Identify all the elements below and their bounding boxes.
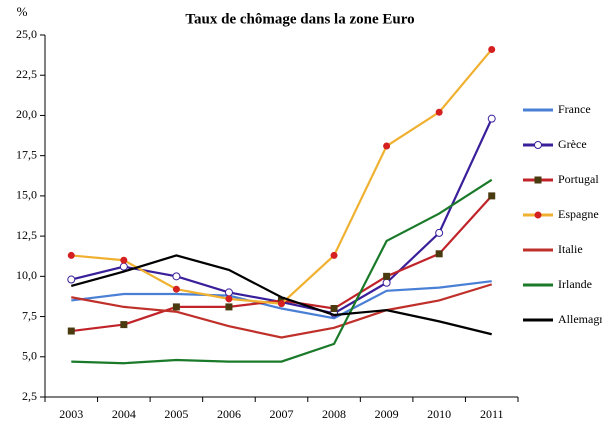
series-line [71, 195, 493, 333]
y-tick-label: 7,5 [22, 308, 37, 322]
data-point [488, 45, 496, 53]
data-point [487, 114, 496, 123]
series-line [71, 118, 493, 315]
y-tick-label: 25,0 [16, 27, 37, 41]
data-point [435, 228, 444, 237]
data-point [120, 256, 128, 264]
data-point [382, 278, 391, 287]
y-tick-label: 5,0 [22, 349, 37, 363]
data-point [330, 251, 338, 259]
x-tick-label: 2008 [322, 407, 346, 421]
x-tick-label: 2009 [375, 407, 399, 421]
x-tick-label: 2010 [427, 407, 451, 421]
legend-marker [534, 141, 542, 149]
data-point [225, 303, 233, 311]
data-point [67, 251, 75, 259]
data-point [330, 305, 338, 313]
data-point [172, 285, 180, 293]
data-point [224, 288, 233, 297]
y-tick-label: 10,0 [16, 268, 37, 282]
legend-marker [534, 176, 542, 184]
chart-title: Taux de chômage dans la zone Euro [185, 11, 414, 27]
legend-label: Italie [558, 242, 583, 256]
series-line [71, 280, 492, 320]
y-tick-label: 2,5 [22, 389, 37, 403]
data-point [435, 108, 443, 116]
x-tick-label: 2007 [270, 407, 294, 421]
legend-label: Grèce [558, 137, 587, 151]
data-point [67, 327, 75, 335]
data-point [278, 300, 285, 308]
y-tick-label: 17,5 [16, 147, 37, 161]
legend-marker [534, 211, 542, 219]
legend-label: Allemagne [558, 312, 602, 326]
data-point [383, 272, 391, 280]
series-line [70, 254, 492, 336]
y-tick-label: 15,0 [16, 188, 37, 202]
data-point [120, 321, 128, 329]
y-axis-label: % [17, 4, 28, 19]
x-tick-label: 2004 [112, 407, 136, 421]
legend-label: Irlande [558, 277, 592, 291]
y-tick-label: 12,5 [16, 228, 37, 242]
legend-label: Portugal [558, 172, 599, 186]
data-point [67, 275, 76, 284]
data-point [225, 295, 233, 303]
y-tick-label: 20,0 [16, 107, 37, 121]
x-tick-label: 2003 [59, 407, 83, 421]
x-tick-label: 2006 [217, 407, 241, 421]
data-point [435, 250, 443, 258]
data-point [172, 272, 181, 281]
y-tick-label: 22,5 [16, 67, 37, 81]
data-point [383, 142, 391, 150]
series-line [71, 283, 493, 339]
x-tick-label: 2005 [164, 407, 188, 421]
data-point [488, 192, 496, 200]
data-point [119, 262, 128, 271]
data-point [172, 303, 180, 311]
legend-label: Espagne [558, 207, 599, 221]
x-tick-label: 2011 [480, 407, 504, 421]
legend-label: France [558, 102, 591, 116]
series-line [71, 178, 493, 365]
series-line [71, 48, 493, 305]
